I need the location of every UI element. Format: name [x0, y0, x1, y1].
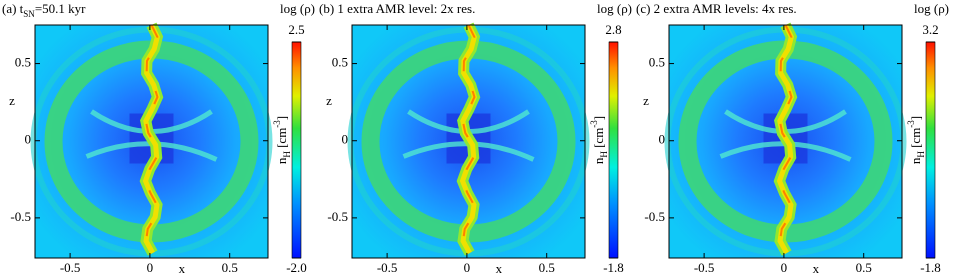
text-part: (a) t — [2, 1, 24, 16]
density-map — [30, 22, 273, 258]
y-axis-label: z — [326, 93, 332, 108]
y-tick-label: -0.5 — [327, 209, 348, 224]
supscript: -3 — [589, 120, 599, 128]
y-axis-label: z — [9, 93, 15, 108]
text-part: [cm — [274, 128, 289, 151]
colorbar-title: log (ρ) — [280, 1, 315, 16]
y-tick-label: 0 — [342, 132, 349, 147]
x-tick-label: -0.5 — [694, 260, 715, 275]
text-part: (c) 2 extra AMR levels: 4x res. — [636, 1, 797, 16]
density-map — [664, 22, 907, 258]
x-tick-label: 0.5 — [856, 260, 872, 275]
text-part: n — [591, 157, 606, 164]
filament-core — [778, 24, 793, 254]
x-tick-label: -0.5 — [377, 260, 398, 275]
x-tick-label: -0.5 — [60, 260, 81, 275]
colorbar-label: nH [cm-3] — [272, 116, 292, 164]
subscript: SN — [23, 9, 35, 19]
x-tick-label: 0 — [464, 260, 471, 275]
supscript: -3 — [906, 120, 916, 128]
y-tick-label: -0.5 — [10, 209, 31, 224]
panel-title: (a) tSN=50.1 kyr — [2, 1, 86, 19]
panel-title: (b) 1 extra AMR level: 2x res. — [319, 1, 475, 16]
colorbar — [925, 41, 936, 259]
colorbar-tick-label: 2.8 — [605, 22, 621, 37]
text-part: n — [908, 157, 923, 164]
x-axis-label: x — [813, 261, 820, 276]
colorbar-tick-label: -2.0 — [286, 260, 307, 275]
text-part: ] — [908, 116, 923, 120]
colorbar-tick-label: -1.8 — [603, 260, 624, 275]
y-tick-label: 0.5 — [332, 55, 348, 70]
subscript: H — [916, 151, 926, 158]
x-tick-label: 0.5 — [222, 260, 238, 275]
colorbar-title: log (ρ) — [914, 1, 949, 16]
y-tick-label: 0.5 — [15, 55, 31, 70]
y-tick-label: 0 — [659, 132, 666, 147]
text-part: n — [274, 157, 289, 164]
x-tick-label: 0 — [781, 260, 788, 275]
y-tick-label: 0.5 — [649, 55, 665, 70]
colorbar-tick-label: 2.5 — [288, 22, 304, 37]
subscript: H — [282, 151, 292, 158]
colorbar-label: nH [cm-3] — [589, 116, 609, 164]
colorbar-title: log (ρ) — [597, 1, 632, 16]
x-tick-label: 0 — [147, 260, 154, 275]
supscript: -3 — [272, 120, 282, 128]
colorbar-label: nH [cm-3] — [906, 116, 926, 164]
colorbar — [608, 41, 619, 259]
filament-core — [461, 24, 476, 254]
y-tick-label: -0.5 — [644, 209, 665, 224]
panel-title: (c) 2 extra AMR levels: 4x res. — [636, 1, 797, 16]
text-part: (b) 1 extra AMR level: 2x res. — [319, 1, 475, 16]
filament-core — [144, 24, 159, 254]
density-map — [347, 22, 590, 258]
frame — [351, 24, 586, 259]
text-part: ] — [591, 116, 606, 120]
y-axis-label: z — [643, 93, 649, 108]
x-tick-label: 0.5 — [539, 260, 555, 275]
colorbar-tick-label: 3.2 — [922, 22, 938, 37]
text-part: =50.1 kyr — [35, 1, 86, 16]
text-part: [cm — [908, 128, 923, 151]
colorbar-tick-label: -1.8 — [920, 260, 941, 275]
x-axis-label: x — [179, 261, 186, 276]
frame — [668, 24, 903, 259]
colorbar — [291, 41, 302, 259]
x-axis-label: x — [496, 261, 503, 276]
text-part: [cm — [591, 128, 606, 151]
text-part: ] — [274, 116, 289, 120]
frame — [34, 24, 269, 259]
subscript: H — [599, 151, 609, 158]
y-tick-label: 0 — [25, 132, 32, 147]
